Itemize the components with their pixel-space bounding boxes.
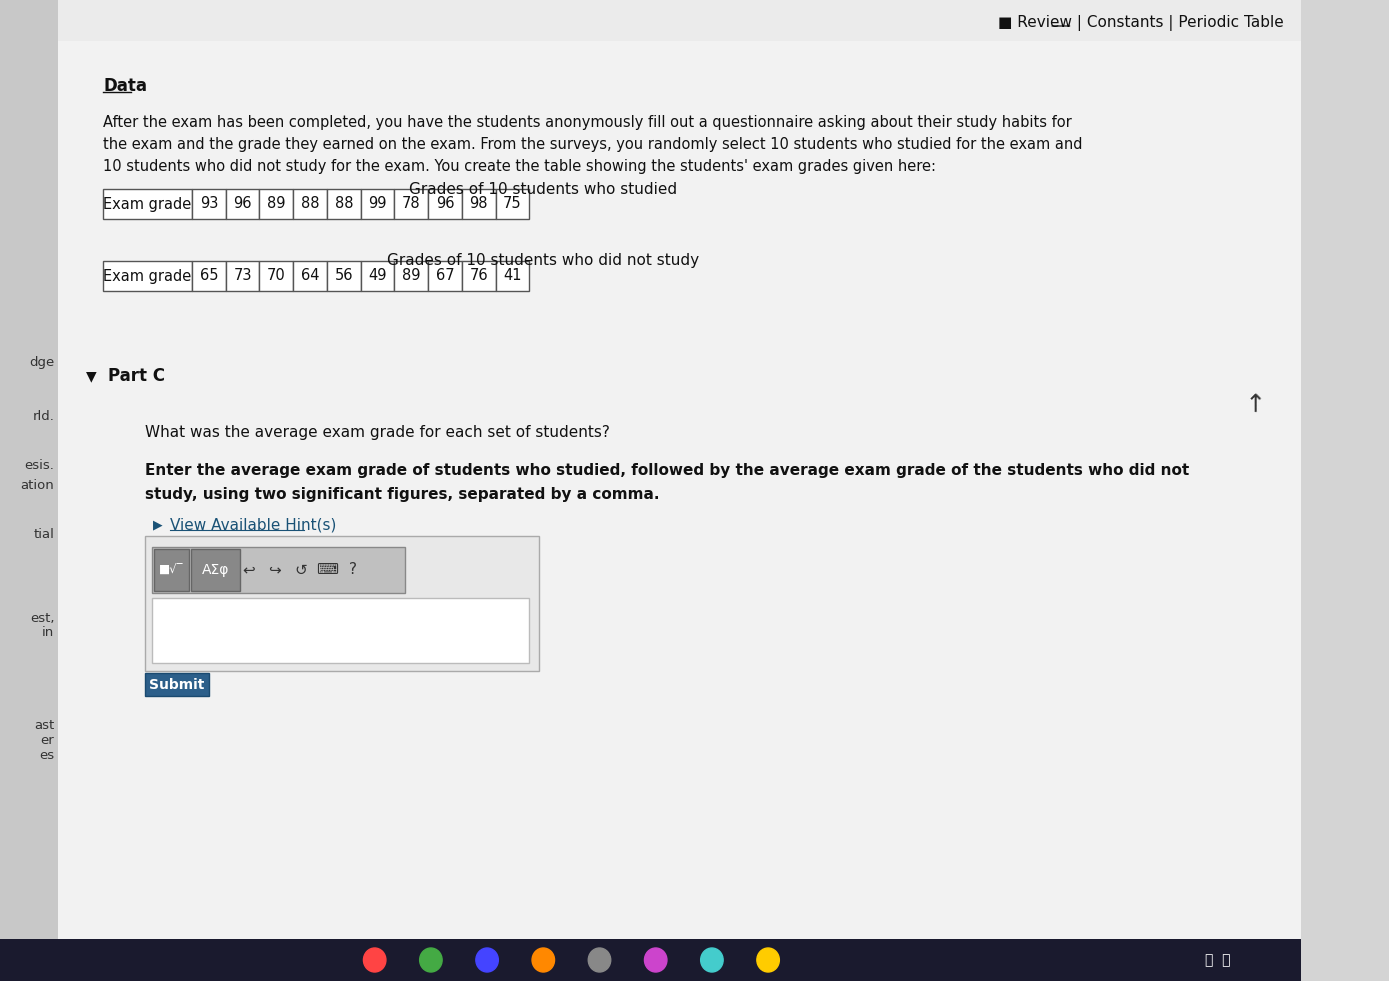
FancyBboxPatch shape xyxy=(154,549,189,591)
Text: 10 students who did not study for the exam. You create the table showing the stu: 10 students who did not study for the ex… xyxy=(103,160,936,175)
FancyBboxPatch shape xyxy=(361,189,394,219)
FancyBboxPatch shape xyxy=(192,189,226,219)
FancyBboxPatch shape xyxy=(461,189,496,219)
FancyBboxPatch shape xyxy=(146,536,539,671)
Circle shape xyxy=(419,948,442,972)
Text: 78: 78 xyxy=(401,196,421,212)
FancyBboxPatch shape xyxy=(58,0,1301,981)
FancyBboxPatch shape xyxy=(58,0,1301,41)
Text: Submit: Submit xyxy=(150,678,204,692)
Text: Exam grade: Exam grade xyxy=(103,269,192,284)
Text: 41: 41 xyxy=(503,269,522,284)
FancyBboxPatch shape xyxy=(226,189,260,219)
Text: ↗: ↗ xyxy=(1239,386,1271,417)
Text: After the exam has been completed, you have the students anonymously fill out a : After the exam has been completed, you h… xyxy=(103,116,1072,130)
Text: ■√‾: ■√‾ xyxy=(160,563,183,577)
Text: ast: ast xyxy=(35,719,54,733)
Text: study, using two significant figures, separated by a comma.: study, using two significant figures, se… xyxy=(146,488,660,502)
FancyBboxPatch shape xyxy=(260,189,293,219)
FancyBboxPatch shape xyxy=(226,261,260,291)
Text: tial: tial xyxy=(33,528,54,542)
Text: ?: ? xyxy=(349,562,357,578)
Circle shape xyxy=(757,948,779,972)
Text: 73: 73 xyxy=(233,269,251,284)
Text: AΣφ: AΣφ xyxy=(201,563,229,577)
Text: ↺: ↺ xyxy=(294,562,307,578)
FancyBboxPatch shape xyxy=(461,261,496,291)
FancyBboxPatch shape xyxy=(151,547,404,593)
Text: 89: 89 xyxy=(401,269,421,284)
Text: rld.: rld. xyxy=(32,410,54,424)
Text: 98: 98 xyxy=(469,196,488,212)
FancyBboxPatch shape xyxy=(428,189,461,219)
Text: Exam grade: Exam grade xyxy=(103,196,192,212)
Text: 🔊  📶: 🔊 📶 xyxy=(1206,953,1231,967)
Circle shape xyxy=(589,948,611,972)
FancyBboxPatch shape xyxy=(103,189,192,219)
Text: ▼: ▼ xyxy=(86,369,96,383)
Text: Grades of 10 students who studied: Grades of 10 students who studied xyxy=(410,181,678,196)
Text: ■ Review | Constants | Periodic Table: ■ Review | Constants | Periodic Table xyxy=(997,15,1283,31)
FancyBboxPatch shape xyxy=(326,261,361,291)
Text: What was the average exam grade for each set of students?: What was the average exam grade for each… xyxy=(146,426,610,440)
Text: Data: Data xyxy=(103,77,147,95)
Text: ation: ation xyxy=(21,479,54,492)
FancyBboxPatch shape xyxy=(0,0,58,981)
Text: ▶: ▶ xyxy=(153,519,163,532)
FancyBboxPatch shape xyxy=(293,189,326,219)
Text: 93: 93 xyxy=(200,196,218,212)
Circle shape xyxy=(364,948,386,972)
Text: Grades of 10 students who did not study: Grades of 10 students who did not study xyxy=(388,253,699,269)
Text: 76: 76 xyxy=(469,269,488,284)
Text: 49: 49 xyxy=(368,269,386,284)
Text: 64: 64 xyxy=(301,269,319,284)
Circle shape xyxy=(532,948,554,972)
Text: 99: 99 xyxy=(368,196,386,212)
Text: 70: 70 xyxy=(267,269,286,284)
Circle shape xyxy=(476,948,499,972)
Text: 96: 96 xyxy=(436,196,454,212)
FancyBboxPatch shape xyxy=(496,261,529,291)
FancyBboxPatch shape xyxy=(151,598,529,663)
FancyBboxPatch shape xyxy=(394,189,428,219)
Text: ↩: ↩ xyxy=(242,562,254,578)
FancyBboxPatch shape xyxy=(0,939,1301,981)
Text: dge: dge xyxy=(29,356,54,370)
Text: esis.: esis. xyxy=(25,459,54,473)
Text: er: er xyxy=(40,734,54,748)
Text: Enter the average exam grade of students who studied, followed by the average ex: Enter the average exam grade of students… xyxy=(146,463,1189,479)
FancyBboxPatch shape xyxy=(260,261,293,291)
FancyBboxPatch shape xyxy=(146,673,208,696)
Text: 88: 88 xyxy=(335,196,353,212)
FancyBboxPatch shape xyxy=(326,189,361,219)
FancyBboxPatch shape xyxy=(192,261,226,291)
Circle shape xyxy=(700,948,724,972)
FancyBboxPatch shape xyxy=(496,189,529,219)
Text: 89: 89 xyxy=(267,196,286,212)
Text: ⌨: ⌨ xyxy=(315,562,338,578)
Text: in: in xyxy=(42,626,54,640)
Text: 75: 75 xyxy=(503,196,522,212)
Text: Part C: Part C xyxy=(108,367,165,385)
Text: 67: 67 xyxy=(436,269,454,284)
FancyBboxPatch shape xyxy=(394,261,428,291)
Text: View Available Hint(s): View Available Hint(s) xyxy=(171,518,338,533)
Text: 96: 96 xyxy=(233,196,251,212)
Text: 88: 88 xyxy=(301,196,319,212)
Circle shape xyxy=(644,948,667,972)
Text: 65: 65 xyxy=(200,269,218,284)
Text: ↪: ↪ xyxy=(268,562,281,578)
FancyBboxPatch shape xyxy=(428,261,461,291)
Text: 56: 56 xyxy=(335,269,353,284)
FancyBboxPatch shape xyxy=(293,261,326,291)
Text: est,: est, xyxy=(29,611,54,625)
Text: the exam and the grade they earned on the exam. From the surveys, you randomly s: the exam and the grade they earned on th… xyxy=(103,137,1082,152)
FancyBboxPatch shape xyxy=(103,261,192,291)
FancyBboxPatch shape xyxy=(192,549,240,591)
FancyBboxPatch shape xyxy=(361,261,394,291)
Text: es: es xyxy=(39,749,54,762)
